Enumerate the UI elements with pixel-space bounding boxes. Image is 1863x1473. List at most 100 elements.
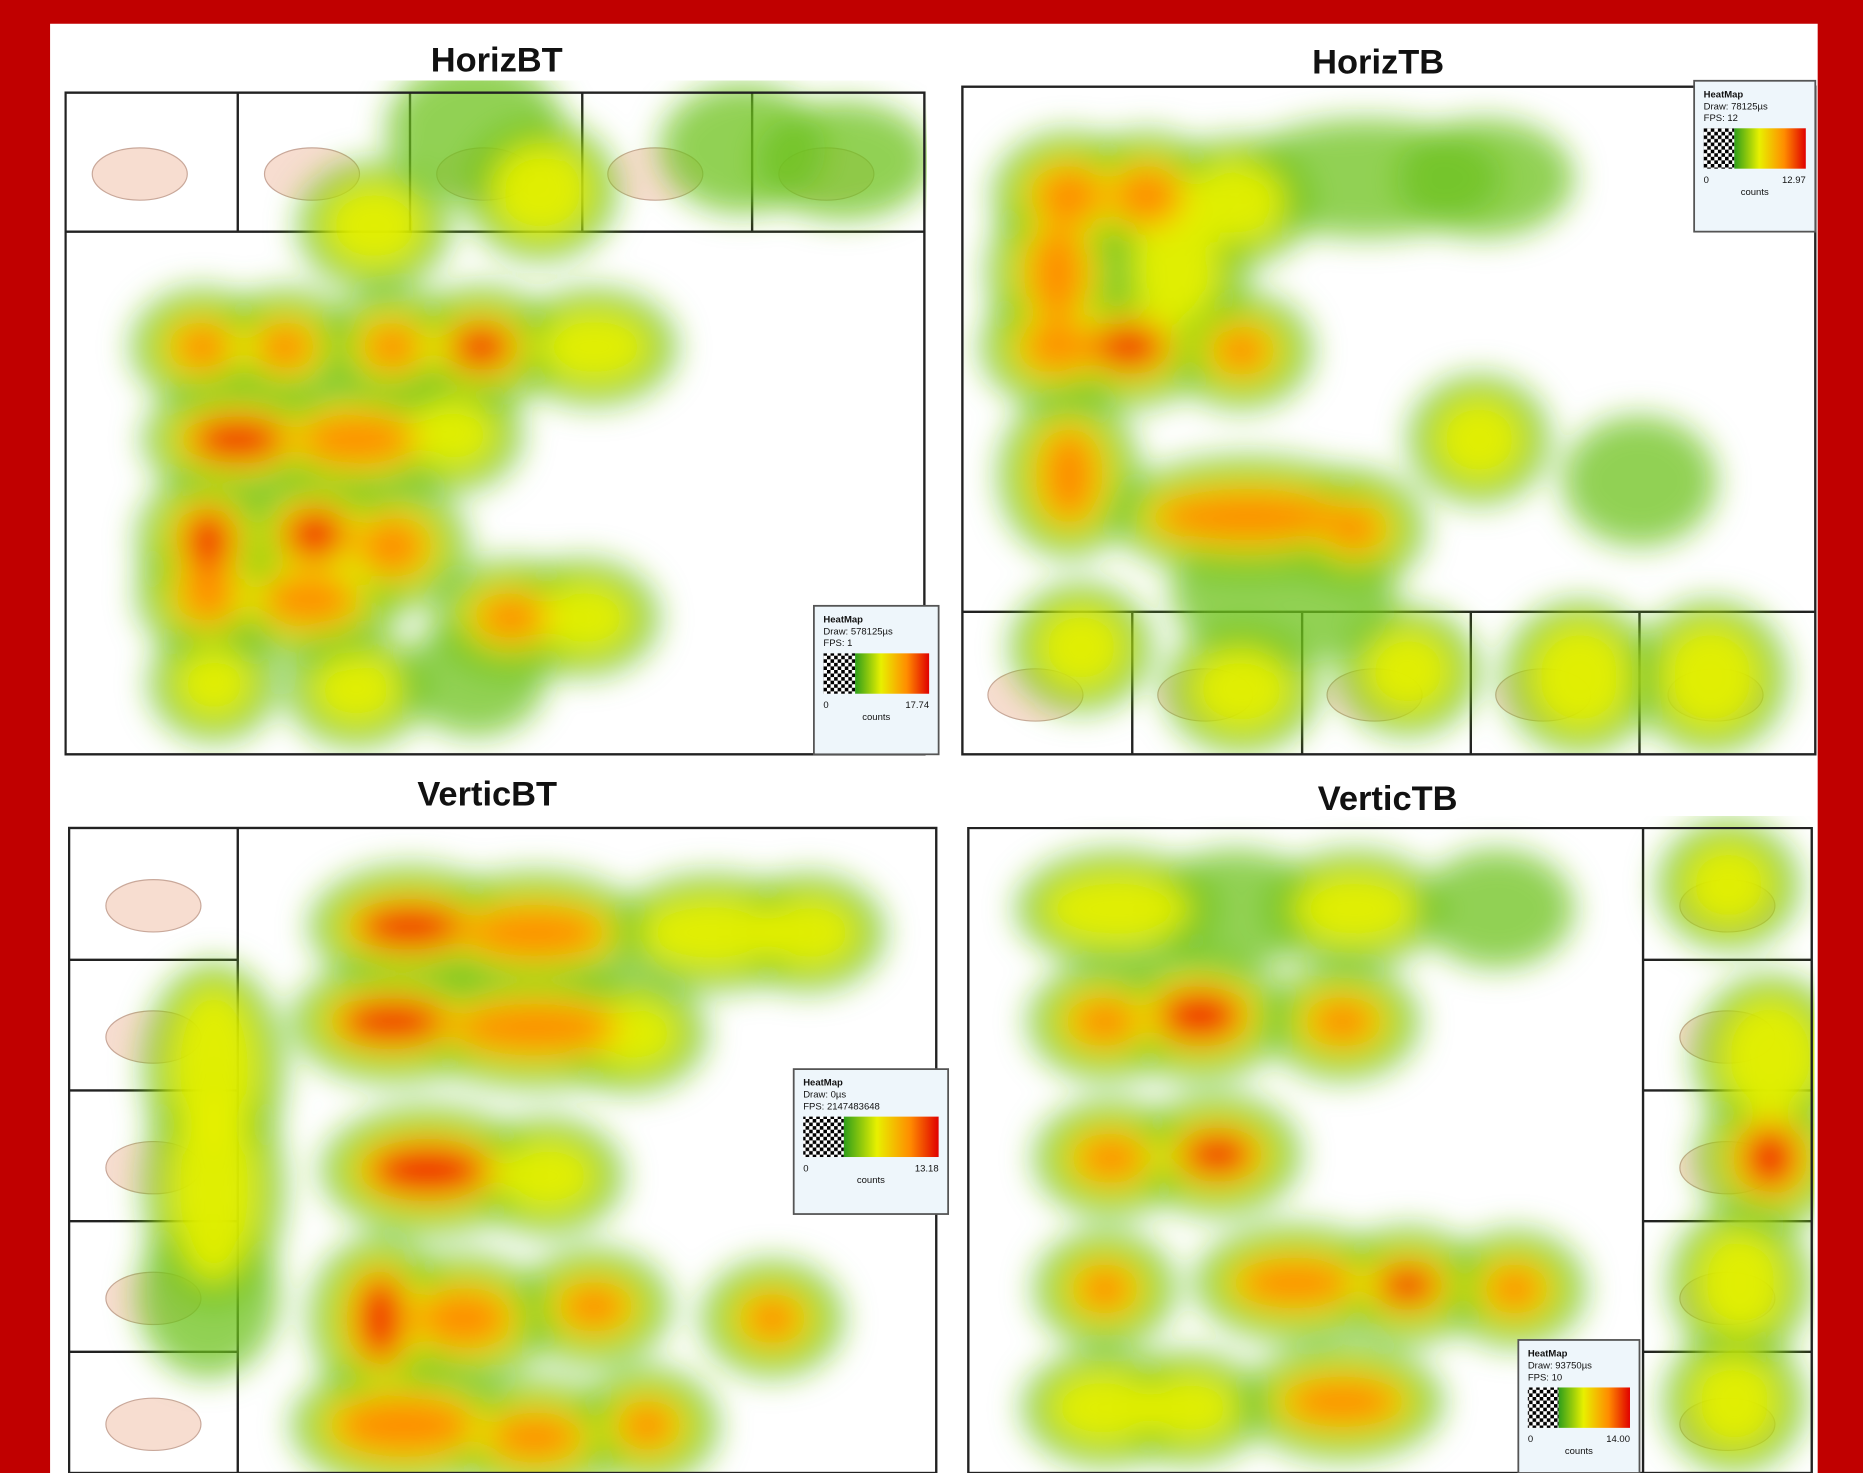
heat-blob: [754, 100, 927, 220]
heat-blob: [1530, 623, 1630, 731]
heat-blob: [617, 1401, 678, 1450]
heat-blob: [558, 1282, 630, 1331]
legend-fps: FPS: 2147483648: [803, 1102, 880, 1113]
heat-blob: [455, 327, 508, 366]
heat-blob: [356, 516, 428, 577]
heatmap: [980, 118, 1788, 755]
legend-min: 0: [1528, 1434, 1533, 1445]
thumbnail-hand: [91, 147, 188, 201]
heat-blob: [1037, 605, 1126, 689]
legend-title: HeatMap: [1528, 1349, 1568, 1360]
legend-unit: counts: [857, 1175, 885, 1186]
heat-blob: [193, 420, 282, 459]
heat-blob: [1562, 415, 1717, 547]
heat-blob: [1235, 1259, 1355, 1307]
heat-blob: [342, 1002, 443, 1041]
heat-blob: [758, 896, 858, 969]
heat-blob: [1684, 843, 1773, 927]
legend-draw: Draw: 78125µs: [1704, 101, 1768, 112]
heat-blob: [1146, 849, 1325, 969]
heat-blob: [1152, 490, 1343, 543]
heat-blob: [1211, 326, 1272, 375]
legend-unit: counts: [862, 712, 890, 723]
heat-blob: [1746, 1129, 1794, 1187]
heat-blob: [1049, 1372, 1161, 1444]
heat-blob: [1485, 1265, 1545, 1313]
thumbnail-hand: [105, 879, 202, 933]
heat-blob: [1110, 166, 1183, 226]
heat-blob: [1096, 327, 1161, 366]
heat-blob: [1395, 118, 1575, 238]
heat-blob: [1043, 873, 1191, 945]
heat-blob: [1021, 320, 1094, 374]
heat-blob: [1132, 207, 1221, 327]
panel-title: VerticTB: [1318, 780, 1458, 818]
panel-title: HorizBT: [431, 41, 563, 79]
heatmap: [1015, 819, 1815, 1473]
heat-blob: [1138, 1374, 1238, 1441]
heatmap: [136, 864, 886, 1473]
legend-checker: [1527, 1387, 1559, 1428]
thumbnail-hand: [105, 1397, 202, 1452]
heat-blob: [371, 1147, 484, 1193]
heat-blob: [532, 582, 633, 654]
legend-title: HeatMap: [803, 1078, 843, 1089]
panel-title: HorizTB: [1312, 44, 1444, 82]
heat-blob: [496, 1140, 597, 1212]
legend-draw: Draw: 93750µs: [1528, 1360, 1592, 1371]
legend-fps: FPS: 1: [823, 638, 852, 649]
heat-blob: [178, 564, 238, 624]
heat-blob: [1161, 993, 1238, 1039]
heat-blob: [1191, 647, 1292, 731]
stimulus-frame: [64, 91, 926, 756]
heat-blob: [360, 907, 460, 946]
legend-max: 12.97: [1782, 175, 1806, 186]
heat-blob: [487, 1413, 583, 1462]
heat-blob: [1185, 1135, 1250, 1174]
heat-blob: [1363, 629, 1452, 713]
legend-draw: Draw: 0µs: [803, 1090, 846, 1101]
heat-blob: [1283, 1377, 1402, 1426]
heat-blob: [261, 573, 357, 627]
legend-gradient: [1558, 1387, 1630, 1428]
panel-title: VerticBT: [417, 775, 557, 813]
legend-fps: FPS: 10: [1528, 1372, 1562, 1383]
heat-blob: [538, 311, 650, 383]
heat-blob: [490, 142, 591, 238]
heat-blob: [175, 647, 253, 719]
heat-blob: [1324, 504, 1385, 553]
heat-blob: [1690, 1354, 1779, 1450]
heat-blob: [1075, 1265, 1135, 1313]
heat-blob: [1069, 997, 1141, 1046]
heat-blob: [312, 653, 401, 725]
legend-gradient: [1734, 128, 1806, 169]
heat-blob: [463, 906, 607, 959]
heat-blob: [362, 323, 422, 371]
heat-blob: [297, 413, 416, 466]
heat-blob: [332, 1395, 476, 1456]
heatmap: [130, 80, 927, 749]
heat-blob: [1075, 1134, 1147, 1182]
legend-title: HeatMap: [823, 614, 863, 625]
heat-blob: [187, 511, 229, 570]
legend-min: 0: [823, 700, 828, 711]
legend-max: 14.00: [1606, 1434, 1630, 1445]
legend-max: 13.18: [915, 1163, 939, 1174]
legend-draw: Draw: 578125µs: [823, 626, 893, 637]
legend-min: 0: [1704, 175, 1709, 186]
legend-gradient: [855, 653, 930, 694]
legend-max: 17.74: [905, 700, 929, 711]
heat-blob: [172, 323, 232, 371]
legend-checker: [803, 1116, 844, 1158]
heat-blob: [1435, 397, 1524, 482]
heat-blob: [1306, 997, 1379, 1046]
heat-blob: [1696, 1229, 1785, 1337]
